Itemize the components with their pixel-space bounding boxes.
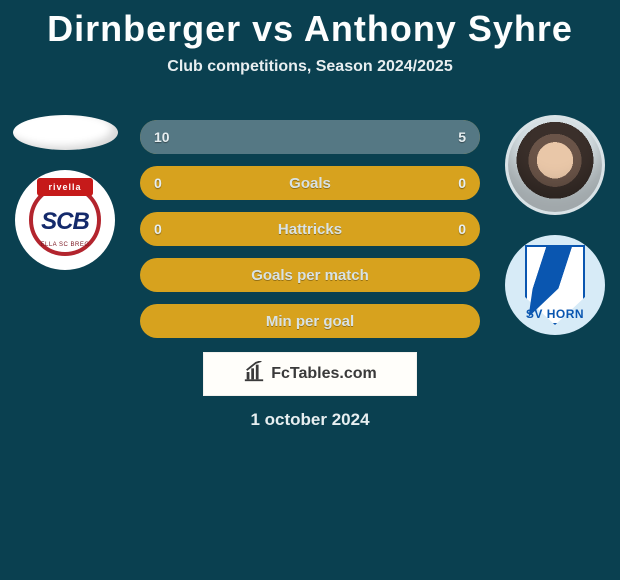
stat-label: Hattricks [278, 221, 342, 238]
stat-row: 0 Hattricks 0 [140, 212, 480, 246]
club-badge-left: rivella SCB ELLA SC BREG [15, 170, 115, 270]
stat-row: Goals per match [140, 258, 480, 292]
chart-icon [243, 361, 265, 388]
left-player-column: rivella SCB ELLA SC BREG [10, 115, 120, 270]
stat-value-right: 0 [458, 175, 466, 191]
badge-ribbon: rivella [37, 178, 93, 196]
stat-value-left: 0 [154, 221, 162, 237]
badge-short: SCB [41, 208, 89, 236]
stat-row: 0 Goals 0 [140, 166, 480, 200]
stat-label: Min per goal [266, 313, 354, 330]
badge-short-right: SV HORN [505, 307, 605, 321]
club-badge-right: SV HORN [505, 235, 605, 335]
player-avatar-left [13, 115, 118, 150]
stat-row: 10Matches5 [140, 120, 480, 154]
stat-row: Min per goal [140, 304, 480, 338]
date-text: 1 october 2024 [0, 410, 620, 430]
stat-value-right: 0 [458, 221, 466, 237]
stats-container: 10Matches5 0 Goals 0 0 Hattricks 0 Goals per ma… [140, 120, 480, 338]
stat-value-left: 0 [154, 175, 162, 191]
stat-label: Goals [289, 175, 331, 192]
right-player-column: SV HORN [500, 115, 610, 335]
stat-value-left: 10 [154, 129, 170, 145]
stat-value-right: 5 [458, 129, 466, 145]
badge-ring: ELLA SC BREG [40, 242, 89, 248]
stat-fill-left [140, 120, 367, 154]
player-avatar-right [505, 115, 605, 215]
branding: FcTables.com [203, 352, 417, 396]
stat-label: Goals per match [251, 267, 369, 284]
branding-text: FcTables.com [271, 365, 377, 383]
subtitle: Club competitions, Season 2024/2025 [0, 58, 620, 76]
page-title: Dirnberger vs Anthony Syhre [0, 0, 620, 50]
